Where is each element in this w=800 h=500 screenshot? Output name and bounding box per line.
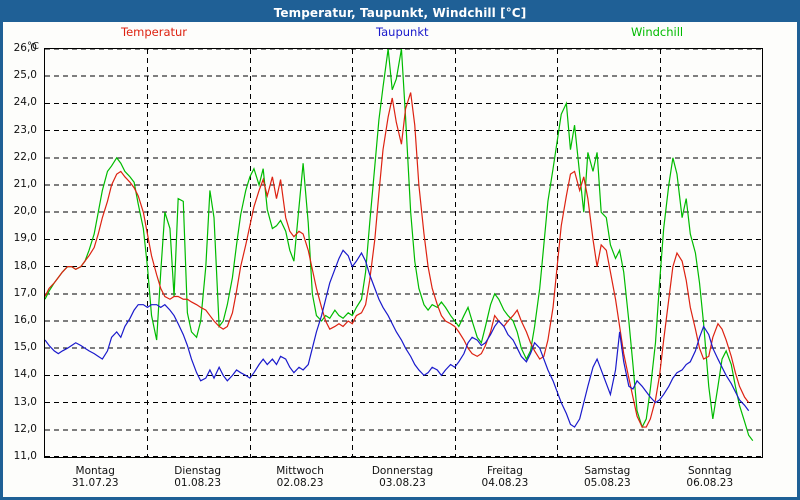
x-axis-tick-label: Sonntag 06.08.23 xyxy=(658,465,762,489)
x-axis-tick-label: Samstag 05.08.23 xyxy=(555,465,659,489)
legend-item-windchill: Windchill xyxy=(631,25,683,39)
legend-item-temperatur: Temperatur xyxy=(121,25,187,39)
series-line-taupunkt xyxy=(45,249,750,428)
y-axis-tick-label: 14,0 xyxy=(13,368,37,381)
legend-item-taupunkt: Taupunkt xyxy=(376,25,429,39)
x-axis-day-name: Mittwoch xyxy=(276,465,324,477)
x-axis-date: 02.08.23 xyxy=(276,477,324,489)
y-axis-tick-label: 13,0 xyxy=(13,395,37,408)
x-axis-tick-label: Freitag 04.08.23 xyxy=(453,465,557,489)
y-axis-tick-label: 18,0 xyxy=(13,259,37,272)
x-axis-tick-label: Mittwoch 02.08.23 xyxy=(248,465,352,489)
x-axis-tick-label: Donnerstag 03.08.23 xyxy=(351,465,455,489)
page-title: Temperatur, Taupunkt, Windchill [°C] xyxy=(273,5,527,20)
x-axis-date: 04.08.23 xyxy=(481,477,529,489)
y-axis-tick-label: 26,0 xyxy=(13,42,37,54)
x-axis-day-name: Sonntag xyxy=(687,465,732,477)
y-axis-unit-label: °C xyxy=(27,41,39,52)
x-axis-tick-label: Dienstag 01.08.23 xyxy=(146,465,250,489)
y-axis-tick-label: 12,0 xyxy=(13,422,37,435)
y-axis-tick-label: 25,0 xyxy=(13,69,37,82)
legend-label-taupunkt: Taupunkt xyxy=(376,25,429,39)
vertical-gridlines xyxy=(147,49,661,457)
horizontal-gridlines xyxy=(45,49,762,457)
y-axis-tick-label: 17,0 xyxy=(13,286,37,299)
series-lines xyxy=(45,49,754,442)
y-axis-tick-label: 15,0 xyxy=(13,341,37,354)
y-axis-tick-label: 22,0 xyxy=(13,150,37,163)
legend-label-temperatur: Temperatur xyxy=(121,25,188,39)
series-line-temperatur xyxy=(45,92,750,428)
x-axis-tick-label: Montag 31.07.23 xyxy=(43,465,147,489)
legend-label-windchill: Windchill xyxy=(631,25,684,39)
x-axis-date: 01.08.23 xyxy=(174,477,222,489)
x-axis-day-name: Montag xyxy=(75,465,115,477)
plot-area xyxy=(44,48,763,458)
y-axis-tick-label: 20,0 xyxy=(13,205,37,218)
x-axis-day-name: Dienstag xyxy=(174,465,222,477)
x-axis-date: 06.08.23 xyxy=(686,477,734,489)
plot-wrapper xyxy=(44,48,763,458)
y-axis-tick-label: 21,0 xyxy=(13,178,37,190)
y-axis-tick-label: 24,0 xyxy=(13,96,37,109)
y-axis-tick-label: 16,0 xyxy=(13,314,37,326)
x-axis-date: 31.07.23 xyxy=(71,477,119,489)
y-axis-tick-label: 11,0 xyxy=(13,450,37,462)
y-axis-tick-label: 19,0 xyxy=(13,232,37,245)
series-line-windchill xyxy=(45,49,754,442)
chart-svg xyxy=(45,49,762,457)
x-axis-date: 05.08.23 xyxy=(583,477,631,489)
x-axis-day-name: Donnerstag xyxy=(371,465,434,477)
x-axis-day-name: Freitag xyxy=(486,465,523,477)
y-axis-tick-label: 23,0 xyxy=(13,123,37,136)
window-title-bar: Temperatur, Taupunkt, Windchill [°C] xyxy=(3,3,797,22)
x-axis-day-name: Samstag xyxy=(584,465,631,477)
x-axis-date: 03.08.23 xyxy=(379,477,426,489)
